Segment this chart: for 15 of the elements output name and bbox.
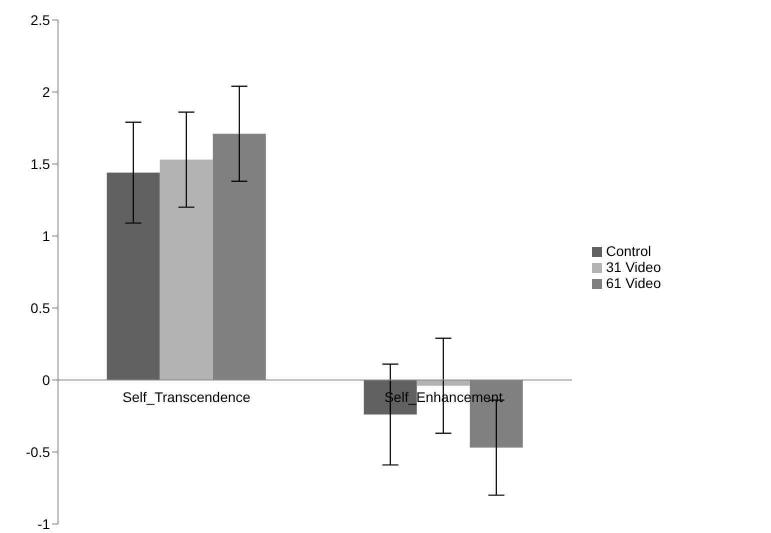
y-tick-label: 0.5 bbox=[30, 300, 50, 316]
y-tick-label: 1 bbox=[42, 228, 50, 244]
y-tick-label: -1 bbox=[38, 516, 50, 532]
bar bbox=[416, 380, 470, 386]
legend-label: 61 Video bbox=[606, 274, 661, 290]
x-tick-label: Self_Transcendence bbox=[122, 389, 251, 405]
legend-label: 31 Video bbox=[606, 258, 661, 274]
y-tick-label: -0.5 bbox=[26, 444, 50, 460]
y-tick-label: 1.5 bbox=[30, 156, 50, 172]
y-tick-label: 2.5 bbox=[30, 12, 50, 28]
y-tick-label: 2 bbox=[42, 84, 50, 100]
y-tick-label: 0 bbox=[42, 372, 50, 388]
bar bbox=[106, 172, 160, 380]
bar bbox=[160, 160, 213, 380]
legend-label: Control bbox=[606, 242, 652, 258]
